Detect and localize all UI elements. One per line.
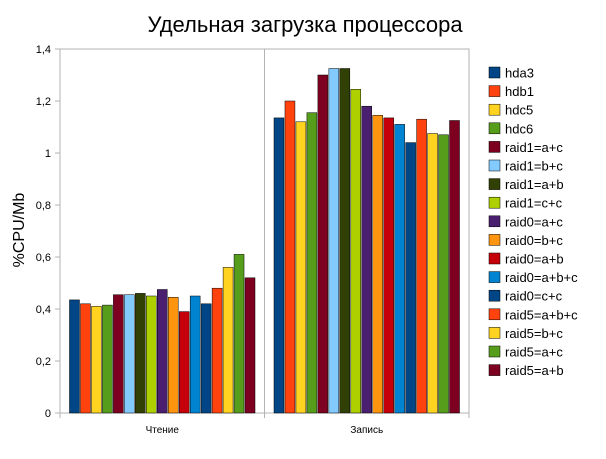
legend-swatch [488,234,501,246]
bar-raid1=a+b-Чтение [135,293,146,414]
bar-hdc6-Запись [306,112,318,414]
bar-raid1=c+c-Чтение [146,295,157,414]
legend: hda3 hdb1 hdc5 hdc6 raid1=a+c raid1=b+c raid1=… [488,66,578,378]
plot-area: 0 0,2 0,4 0,6 0,8 1 1,2 1,4 Чтение Запись [36,44,470,436]
legend-swatch [488,85,501,97]
legend-label: raid0=a+b+c [505,270,578,285]
legend-label: raid1=a+b [505,177,564,192]
bar-raid1=b+c-Чтение [124,294,135,414]
legend-label: raid1=c+c [505,196,563,211]
y-tick-label: 1 [45,148,51,160]
legend-label: hdc6 [505,121,533,136]
bar-raid0=a+b-Запись [383,117,394,414]
bar-raid0=a+c-Запись [361,105,372,414]
legend-label: raid5=a+b+c [505,307,578,322]
bar-raid5=a+b+c-Чтение [211,287,223,414]
bar-raid5=b+c-Запись [427,133,438,414]
bar-hda3-Чтение [69,299,80,414]
bar-hdc5-Чтение [91,306,102,414]
legend-label: hdb1 [505,84,534,99]
y-tick-label: 0,4 [36,304,51,316]
legend-label: hdc5 [505,103,533,118]
bar-raid0=a+b+c-Запись [394,124,405,414]
bar-raid0=a+c-Чтение [157,289,168,414]
bar-raid1=a+b-Запись [339,68,351,414]
legend-swatch [488,252,501,265]
bar-raid5=b+c-Чтение [222,267,234,414]
legend-swatch [488,215,501,228]
bar-raid5=a+c-Запись [438,134,449,414]
y-tick-label: 0,6 [36,252,51,264]
bar-raid5=a+c-Чтение [233,254,245,414]
legend-swatch [488,364,501,376]
y-tick-label: 0,8 [36,200,51,212]
bar-raid0=c+c-Запись [405,142,416,414]
legend-label: raid0=b+c [505,233,563,248]
bar-raid0=a+b-Чтение [178,311,190,414]
y-tick-label: 1,4 [36,44,51,56]
bar-hdb1-Запись [284,100,296,414]
legend-label: raid5=b+c [505,326,563,341]
bar-hdc6-Чтение [102,304,113,414]
y-tick-label: 0,2 [36,356,51,368]
y-tick-label: 1,2 [36,96,51,108]
bar-raid1=c+c-Запись [350,89,362,414]
bar-hdc5-Запись [295,121,307,414]
legend-swatch [488,141,501,153]
bar-raid1=b+c-Запись [328,68,340,414]
bar-raid5=a+b-Запись [449,120,460,414]
legend-label: raid5=a+c [505,345,563,360]
legend-label: raid0=a+b [505,252,564,267]
legend-swatch [488,327,501,339]
legend-swatch [488,308,501,321]
legend-swatch [488,66,501,79]
bar-hdb1-Чтение [80,303,91,414]
legend-label: raid1=a+c [505,140,563,155]
legend-label: raid5=a+b [505,363,564,378]
legend-swatch [488,271,501,283]
legend-label: raid1=b+c [505,159,563,174]
legend-swatch [488,178,501,190]
legend-label: raid0=c+c [505,289,563,304]
bar-raid5=a+b-Чтение [244,277,256,414]
bar-raid5=a+b+c-Запись [416,118,427,414]
bar-raid0=c+c-Чтение [200,303,212,414]
y-tick-label: 0 [45,408,51,420]
legend-swatch [488,159,501,172]
y-axis-label: %CPU/Mb [11,193,28,268]
bar-raid1=a+c-Запись [317,74,329,414]
legend-swatch [488,196,501,209]
x-tick-label: Чтение [146,425,180,436]
bar-hda3-Запись [273,117,285,414]
legend-swatch [488,289,501,302]
bar-raid0=b+c-Чтение [167,297,179,414]
legend-label: hda3 [505,66,534,81]
legend-swatch [488,103,501,116]
x-tick-label: Запись [350,425,383,436]
legend-swatch [488,122,501,135]
chart-title: Удельная загрузка процессора [147,12,463,37]
bar-raid0=a+b+c-Чтение [189,295,201,414]
legend-swatch [488,345,501,358]
bar-raid0=b+c-Запись [372,115,383,414]
legend-label: raid0=a+c [505,214,563,229]
bar-raid1=a+c-Чтение [113,294,124,414]
